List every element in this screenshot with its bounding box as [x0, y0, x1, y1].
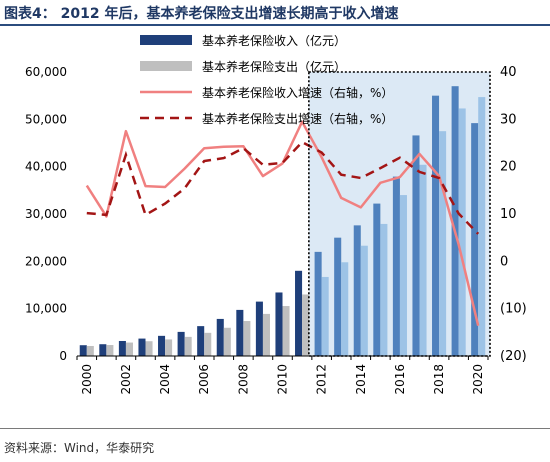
x-tick-label-2016: 2016: [393, 364, 407, 395]
bar-expenditure-2001: [106, 345, 114, 356]
bar-income-2019: [451, 86, 459, 356]
bar-expenditure-2013: [341, 262, 349, 356]
right-tick-label: 10: [500, 207, 517, 222]
bar-expenditure-2019: [458, 108, 466, 357]
legend-label-0: 基本养老保险收入（亿元）: [202, 33, 346, 48]
right-tick-label: 0: [500, 254, 508, 269]
bar-expenditure-2017: [419, 164, 427, 356]
title-bar: 图表4： 2012 年后，基本养老保险支出增速长期高于收入增速: [0, 0, 550, 26]
bar-expenditure-2018: [439, 131, 447, 356]
legend-label-2: 基本养老保险收入增速（右轴，%）: [202, 85, 393, 100]
right-tick-label: 20: [500, 160, 517, 175]
left-tick-label: 0: [59, 349, 67, 363]
legend-swatch-income: [140, 35, 192, 45]
bar-expenditure-2006: [204, 332, 212, 356]
bar-expenditure-2014: [360, 245, 368, 356]
bar-income-2020: [471, 123, 479, 357]
bar-expenditure-2009: [262, 313, 270, 356]
right-tick-label: (20): [500, 349, 527, 364]
bar-income-2000: [79, 345, 87, 356]
left-tick-label: 50,000: [25, 112, 67, 126]
bar-expenditure-2005: [184, 336, 192, 356]
right-tick-label: (10): [500, 302, 527, 317]
bar-income-2015: [373, 203, 381, 356]
bar-income-2006: [197, 326, 205, 356]
bar-expenditure-2015: [380, 223, 388, 356]
right-tick-label: 30: [500, 112, 517, 127]
left-tick-label: 10,000: [25, 302, 67, 316]
right-tick-label: 40: [500, 65, 517, 80]
bar-income-2016: [392, 176, 400, 356]
legend-label-1: 基本养老保险支出（亿元）: [202, 59, 346, 74]
bar-income-2005: [177, 331, 185, 356]
line-income-growth: [85, 120, 480, 326]
x-tick-label-2000: 2000: [80, 364, 94, 395]
bar-income-2010: [275, 292, 283, 356]
bar-expenditure-2016: [399, 195, 407, 356]
bar-income-2013: [334, 237, 342, 356]
bar-expenditure-2012: [321, 276, 329, 356]
x-tick-label-2008: 2008: [236, 364, 250, 395]
chart: 2000 2002 2004 2006 2008 2010 2012 2014 2016 2018…: [25, 33, 527, 395]
left-tick-label: 20,000: [25, 254, 67, 268]
bar-expenditure-2011: [302, 294, 310, 356]
bar-income-2008: [236, 309, 244, 356]
left-tick-label: 30,000: [25, 207, 67, 221]
x-tick-label-2018: 2018: [432, 364, 446, 395]
bar-income-2001: [99, 344, 107, 356]
bar-income-2009: [255, 301, 263, 356]
bar-expenditure-2010: [282, 306, 290, 356]
legend-swatch-expenditure: [140, 61, 192, 71]
bar-income-2007: [216, 318, 224, 356]
legend-label-3: 基本养老保险支出增速（右轴，%）: [202, 111, 393, 126]
left-tick-label: 60,000: [25, 65, 67, 79]
bar-expenditure-2007: [223, 327, 231, 356]
figure-title: 图表4： 2012 年后，基本养老保险支出增速长期高于收入增速: [4, 6, 399, 22]
highlight-region-frame: [308, 71, 491, 357]
bar-income-2011: [295, 270, 303, 356]
bar-expenditure-2008: [243, 321, 251, 356]
x-tick-label-2002: 2002: [119, 364, 133, 395]
x-tick-label-2004: 2004: [158, 364, 172, 395]
bar-expenditure-2004: [165, 339, 173, 356]
bar-income-2017: [412, 135, 420, 356]
bar-expenditure-2002: [125, 342, 133, 356]
bar-income-2018: [432, 95, 440, 357]
left-tick-label: 40,000: [25, 160, 67, 174]
bar-income-2014: [353, 225, 361, 356]
source-bar: 资料来源：Wind，华泰研究: [0, 428, 550, 462]
bar-income-2003: [138, 338, 146, 356]
x-tick-label-2010: 2010: [276, 364, 290, 395]
x-tick-label-2012: 2012: [315, 364, 329, 395]
bar-income-2004: [158, 335, 166, 356]
source-note: 资料来源：Wind，华泰研究: [4, 441, 155, 455]
x-tick-label-2006: 2006: [197, 364, 211, 395]
bar-income-2012: [314, 251, 322, 356]
x-tick-label-2020: 2020: [471, 364, 485, 395]
line-expenditure-growth: [86, 140, 480, 235]
bar-expenditure-2020: [478, 97, 486, 356]
bar-income-2002: [118, 340, 126, 356]
bar-expenditure-2000: [86, 345, 94, 356]
bar-expenditure-2003: [145, 341, 153, 356]
x-tick-label-2014: 2014: [354, 364, 368, 395]
